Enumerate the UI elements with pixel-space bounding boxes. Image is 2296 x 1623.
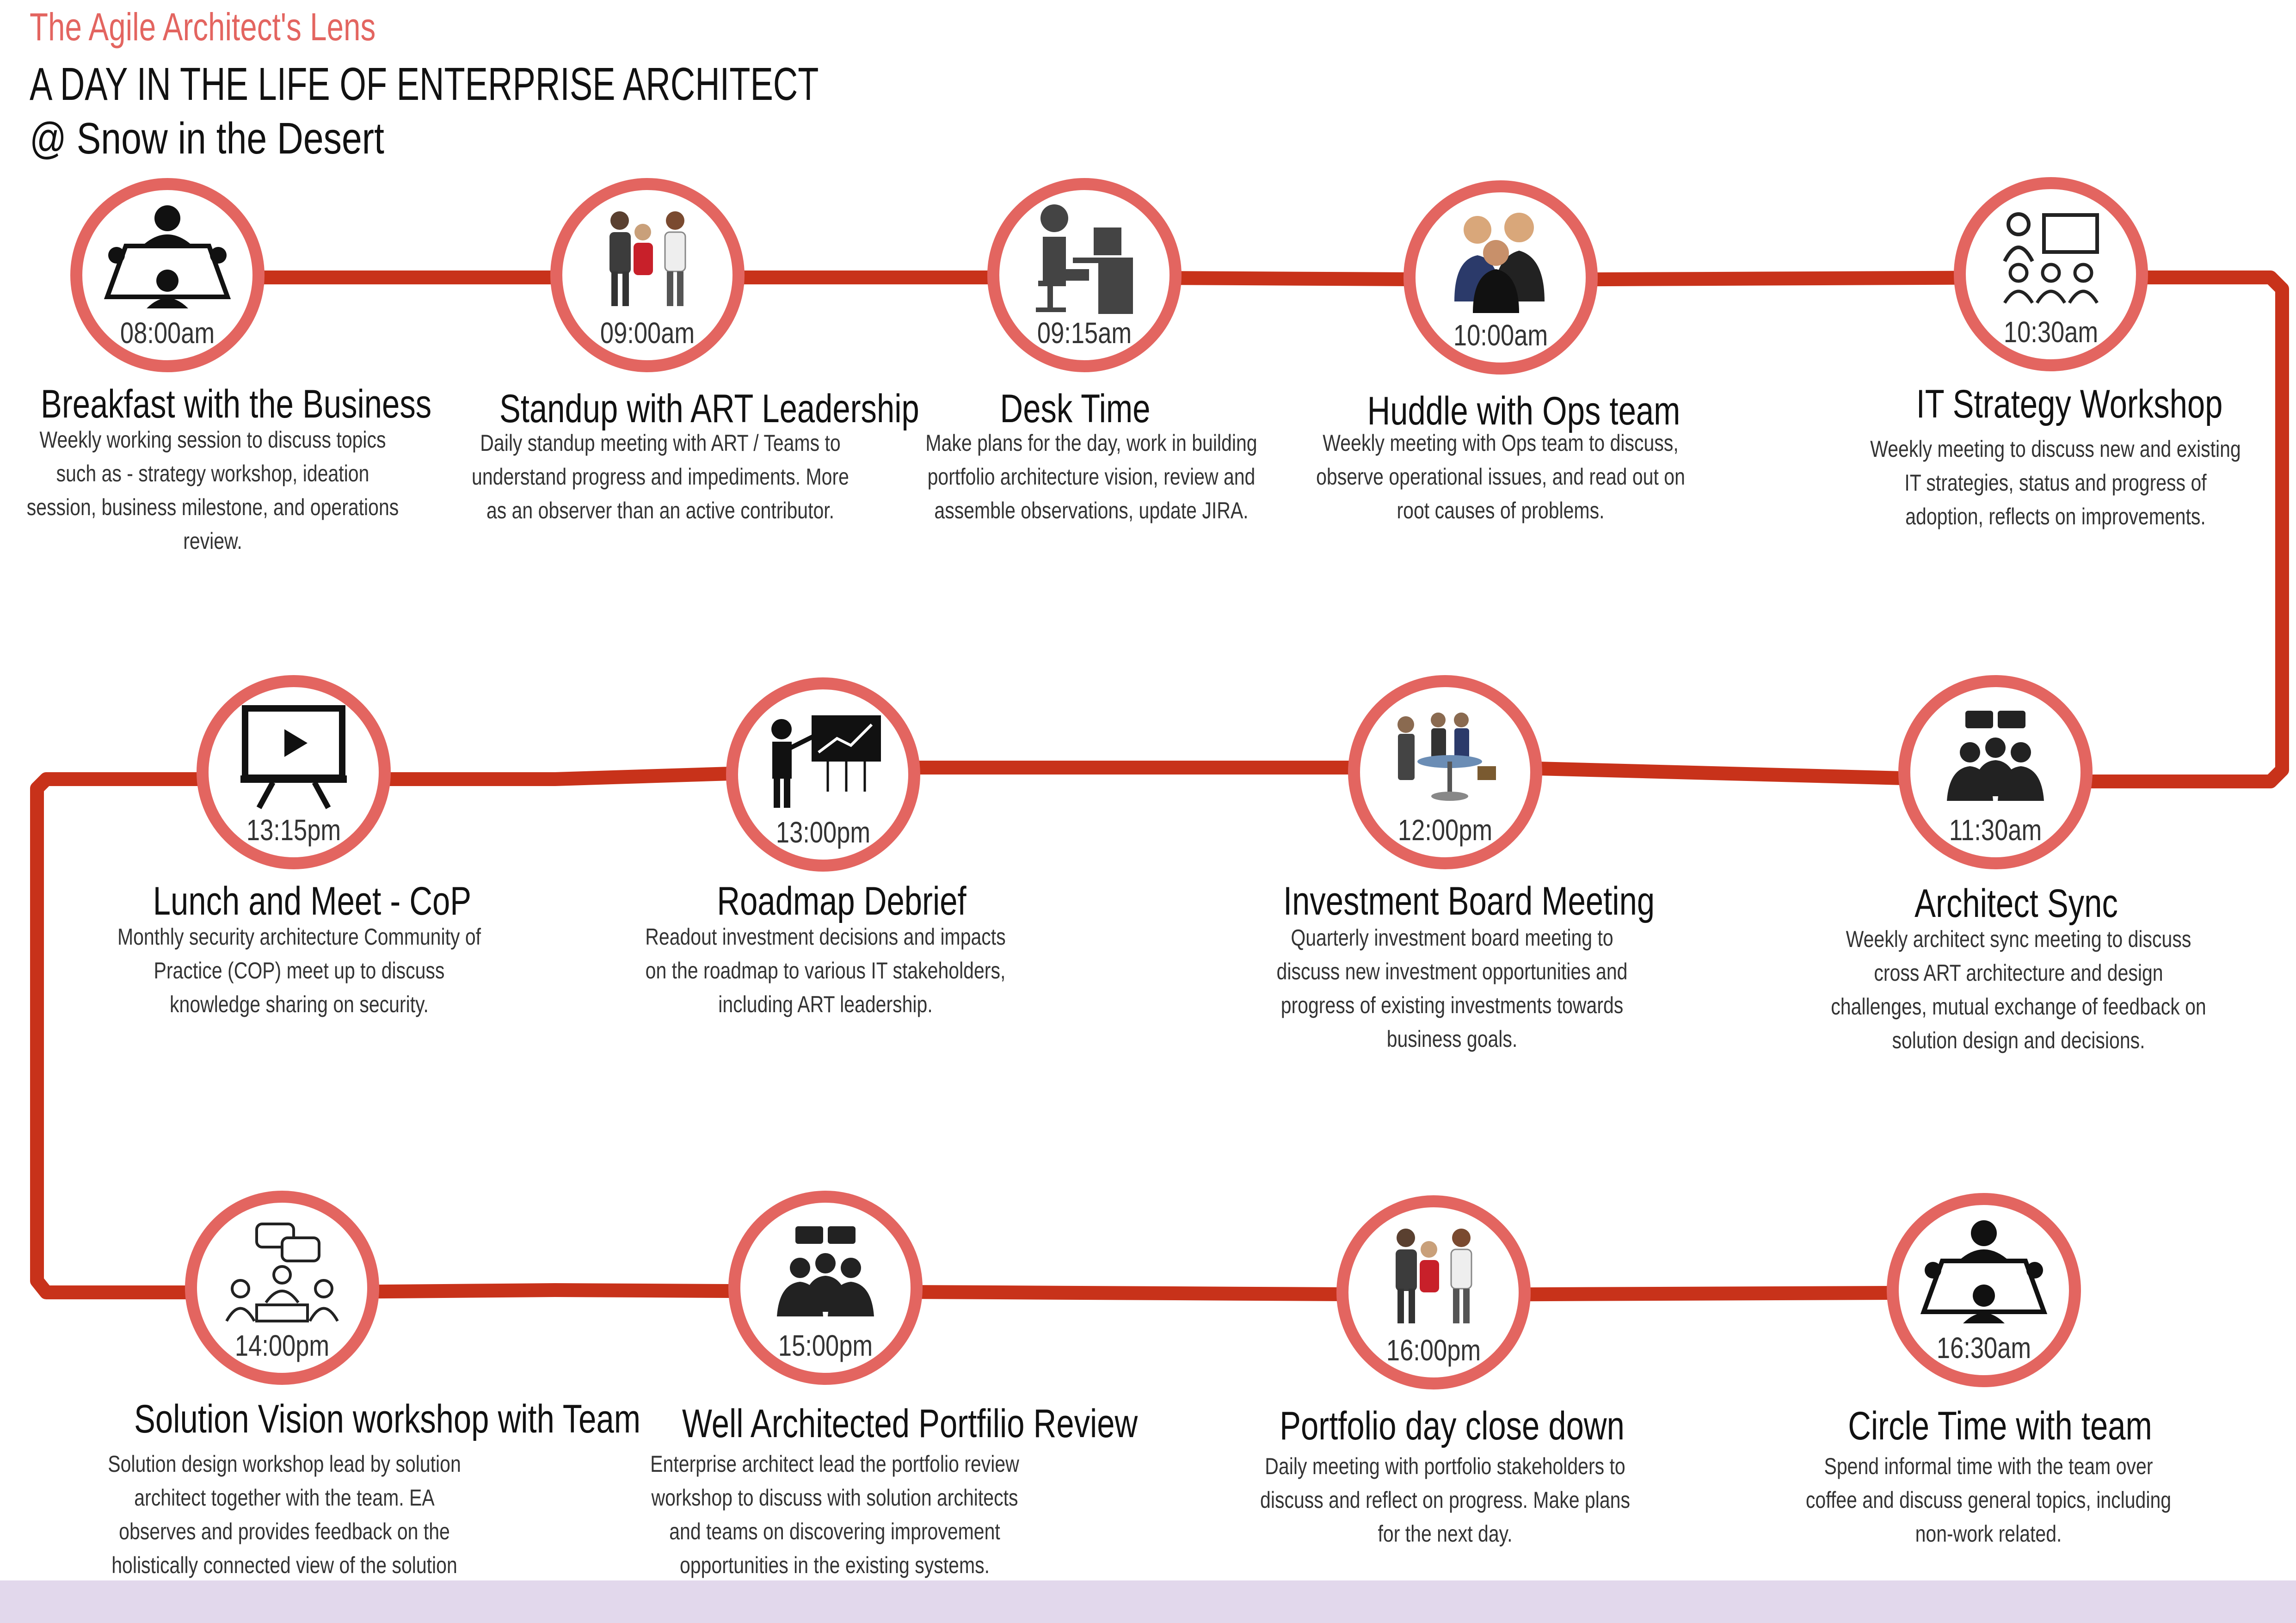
event-title: Roadmap Debrief xyxy=(717,879,966,923)
brand-label: The Agile Architect's Lens xyxy=(30,5,376,49)
event-time: 11:30am xyxy=(1949,813,2042,847)
event-title: Architect Sync xyxy=(1914,881,2118,926)
event-node-1400[interactable]: 14:00pm xyxy=(185,1191,379,1385)
event-title: Breakfast with the Business xyxy=(41,382,432,426)
discussion-group-icon xyxy=(225,1222,339,1322)
event-time: 08:00am xyxy=(120,316,215,350)
event-node-1030[interactable]: 10:30am xyxy=(1954,177,2148,371)
event-title: Solution Vision workshop with Team xyxy=(134,1397,641,1441)
event-description: Monthly security architecture Community … xyxy=(117,924,481,1017)
team-chat-icon xyxy=(777,1226,874,1316)
event-node-1315[interactable]: 13:15pm xyxy=(197,675,391,869)
event-node-1600[interactable]: 16:00pm xyxy=(1336,1195,1531,1389)
event-node-1130[interactable]: 11:30am xyxy=(1898,675,2093,869)
event-time: 12:00pm xyxy=(1397,813,1493,847)
event-node-1630[interactable]: 16:30am xyxy=(1887,1193,2081,1387)
event-description: Weekly working session to discuss topics… xyxy=(26,427,399,554)
event-description: Make plans for the day, work in building… xyxy=(925,430,1257,523)
event-title: Standup with ART Leadership xyxy=(499,387,919,431)
event-description: Weekly meeting to discuss new and existi… xyxy=(1870,436,2241,529)
page-title: A DAY IN THE LIFE OF ENTERPRISE ARCHITEC… xyxy=(30,58,819,110)
desk-worker-icon xyxy=(1036,204,1133,314)
event-node-1200[interactable]: 12:00pm xyxy=(1348,675,1542,869)
standing-people-icon xyxy=(1396,1228,1472,1323)
workshop-icon xyxy=(2003,212,2099,304)
event-title: Well Architected Portfilio Review xyxy=(682,1402,1138,1446)
event-node-1000[interactable]: 10:00am xyxy=(1403,180,1598,375)
page-subtitle: @ Snow in the Desert xyxy=(30,114,384,163)
event-time: 16:00pm xyxy=(1386,1334,1481,1367)
event-time: 09:00am xyxy=(600,316,695,350)
event-title: Investment Board Meeting xyxy=(1283,879,1655,923)
huddle-icon xyxy=(1454,212,1545,313)
event-description: Weekly meeting with Ops team to discuss,… xyxy=(1316,430,1685,523)
event-title: Desk Time xyxy=(1000,387,1151,431)
event-title: Circle Time with team xyxy=(1848,1404,2152,1448)
event-node-0800[interactable]: 08:00am xyxy=(70,178,265,372)
video-screen-icon xyxy=(240,705,347,809)
event-description: Quarterly investment board meeting to di… xyxy=(1276,925,1628,1052)
meeting-table-icon xyxy=(104,205,231,308)
event-description: Spend informal time with the team over c… xyxy=(1805,1453,2172,1547)
footer-bar xyxy=(0,1580,2296,1623)
event-time: 14:00pm xyxy=(234,1329,330,1362)
event-node-1500[interactable]: 15:00pm xyxy=(728,1191,923,1385)
event-time: 16:30am xyxy=(1936,1331,2031,1365)
event-title: Lunch and Meet - CoP xyxy=(153,879,472,923)
meeting-table-icon xyxy=(1920,1220,2048,1323)
presenter-chart-icon xyxy=(771,715,881,808)
event-title: Portfolio day close down xyxy=(1280,1404,1625,1448)
team-chat-icon xyxy=(1947,710,2044,801)
event-title: IT Strategy Workshop xyxy=(1916,382,2223,426)
event-title: Huddle with Ops team xyxy=(1367,389,1680,433)
event-description: Readout investment decisions and impacts… xyxy=(645,924,1006,1017)
event-time: 10:30am xyxy=(2003,315,2099,349)
event-time: 09:15am xyxy=(1037,316,1132,350)
event-time: 10:00am xyxy=(1453,319,1548,352)
event-time: 13:00pm xyxy=(776,816,871,849)
event-description: Weekly architect sync meeting to discuss… xyxy=(1831,926,2206,1053)
event-node-1300[interactable]: 13:00pm xyxy=(726,677,920,872)
event-description: Enterprise architect lead the portfolio … xyxy=(650,1451,1019,1578)
standing-people-icon xyxy=(609,211,686,306)
event-description: Daily standup meeting with ART / Teams t… xyxy=(472,430,849,523)
event-time: 13:15pm xyxy=(246,813,341,847)
event-description: Daily meeting with portfolio stakeholder… xyxy=(1260,1453,1630,1547)
event-time: 15:00pm xyxy=(778,1329,873,1362)
board-meeting-icon xyxy=(1397,712,1496,801)
event-node-0900[interactable]: 09:00am xyxy=(550,178,745,372)
event-node-0915[interactable]: 09:15am xyxy=(987,178,1182,372)
